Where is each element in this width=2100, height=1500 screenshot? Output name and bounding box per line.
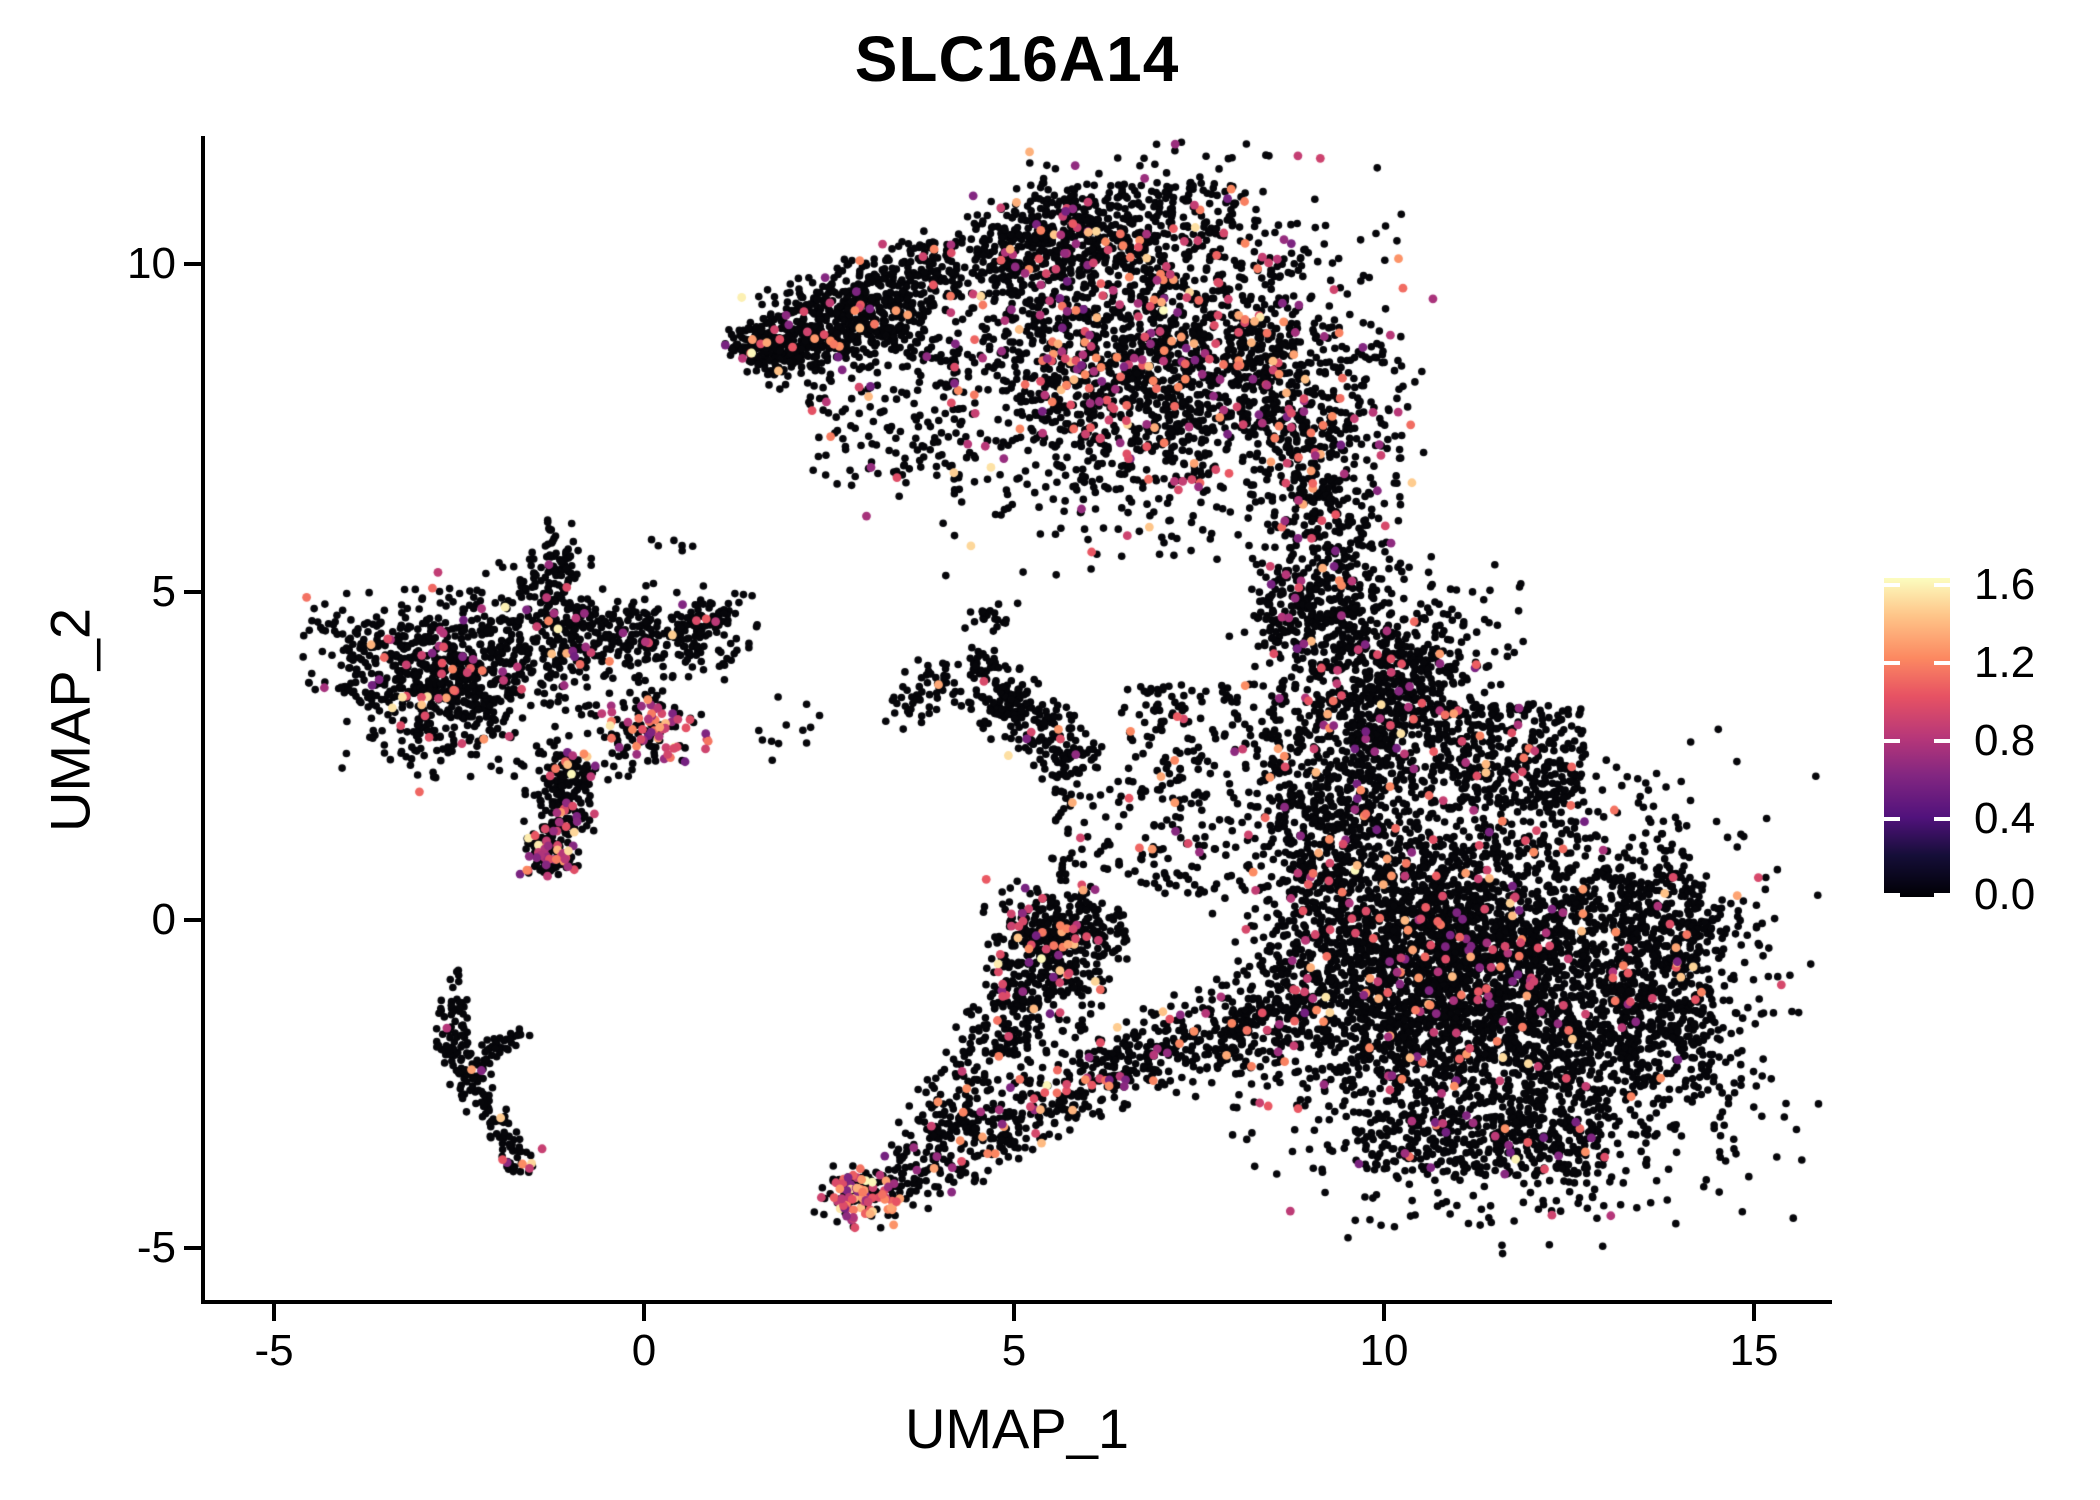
y-tick-label: 0 — [151, 895, 176, 944]
y-tick-label: 10 — [127, 239, 176, 288]
x-tick-mark — [1752, 1304, 1756, 1321]
y-tick-label: -5 — [136, 1223, 176, 1272]
x-tick-label: -5 — [254, 1326, 294, 1375]
colorbar-tick-label: 1.6 — [1974, 560, 2036, 610]
x-tick-label: 15 — [1729, 1326, 1779, 1375]
x-axis-title: UMAP_1 — [904, 1397, 1130, 1460]
colorbar-tick-label: 1.2 — [1974, 638, 2036, 687]
x-tick-mark — [642, 1304, 646, 1321]
x-tick-mark — [272, 1304, 276, 1321]
colorbar-tick-mark — [1934, 739, 1950, 743]
colorbar-tick-mark — [1934, 893, 1950, 897]
colorbar-tick-label: 0.0 — [1974, 870, 2036, 919]
colorbar-tick-mark — [1884, 583, 1900, 588]
x-tick-label: 5 — [1001, 1326, 1027, 1375]
x-tick-label: 10 — [1359, 1326, 1409, 1375]
colorbar-tick-mark — [1934, 817, 1950, 821]
y-axis-line — [201, 136, 205, 1304]
y-tick-mark — [184, 918, 201, 922]
colorbar-tick-mark — [1884, 661, 1900, 665]
colorbar-gradient — [1884, 578, 1950, 897]
y-tick-mark — [184, 590, 201, 594]
colorbar-tick-label: 0.4 — [1974, 794, 2036, 843]
x-tick-mark — [1012, 1304, 1016, 1321]
x-tick-mark — [1382, 1304, 1386, 1321]
plot-title: SLC16A14 — [854, 23, 1180, 95]
colorbar-tick-label: 0.8 — [1974, 716, 2036, 765]
colorbar-tick-mark — [1884, 817, 1900, 821]
x-tick-label: 0 — [631, 1326, 657, 1375]
colorbar-tick-mark — [1884, 893, 1900, 897]
expression-colorbar — [1884, 578, 1950, 897]
colorbar-tick-mark — [1934, 583, 1950, 588]
colorbar-tick-mark — [1884, 739, 1900, 743]
colorbar-tick-mark — [1934, 661, 1950, 665]
y-tick-mark — [184, 1246, 201, 1250]
x-axis-line — [201, 1300, 1832, 1304]
y-tick-label: 5 — [151, 567, 176, 616]
y-axis-title: UMAP_2 — [38, 607, 102, 833]
y-tick-mark — [184, 262, 201, 266]
